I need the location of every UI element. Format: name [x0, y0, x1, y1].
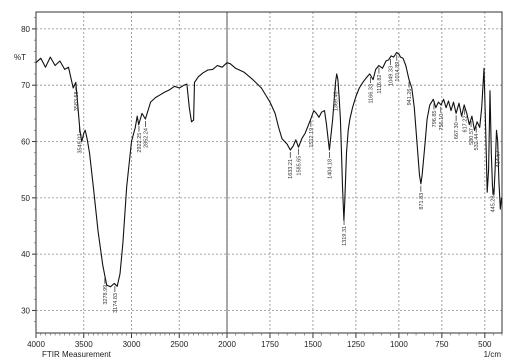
peak-label: 1116.82 — [377, 75, 383, 94]
series-layer — [35, 51, 503, 288]
peak-annotation: 1633.21 — [288, 151, 294, 179]
peak-label: 445.28 — [491, 196, 497, 213]
peak-label: 3174.83 — [113, 293, 119, 313]
peak-annotation: 941.26 — [407, 81, 413, 106]
peak-label: 3583.58 — [74, 91, 80, 111]
x-tick-label: 1250 — [347, 340, 365, 349]
x-tick-label: 750 — [435, 340, 449, 349]
chart-footer-label: FTIR Measurement — [42, 350, 112, 359]
peak-annotation: 1116.82 — [377, 67, 383, 94]
peak-annotation: 445.28 — [491, 188, 497, 213]
peak-annotation: 1369.46 — [333, 84, 339, 111]
peak-label: 3549.02 — [77, 134, 83, 154]
peak-label: 667.30 — [454, 122, 460, 139]
peak-annotation: 2922.25 — [137, 125, 143, 153]
grid-layer — [36, 12, 502, 333]
peak-annotation: 1512.19 — [309, 120, 315, 148]
spectrum-line — [35, 51, 503, 288]
peak-label: 1166.33 — [368, 84, 374, 103]
peak-label: 756.10 — [439, 114, 445, 131]
x-axis-unit-label: 1/cm — [484, 350, 502, 359]
x-tick-label: 1000 — [390, 340, 408, 349]
peak-label: 796.85 — [432, 111, 438, 128]
tick-layer: 4000 3500 3000 2500 2000 1750 1500 1250 1000 750 5… — [21, 17, 503, 349]
peak-annotation: 3549.02 — [77, 126, 83, 154]
peak-annotation: 1319.31 — [342, 218, 348, 246]
peak-label: 580.57 — [469, 128, 475, 145]
x-tick-label: 3500 — [75, 340, 93, 349]
peak-annotation: 414.57 — [496, 143, 502, 168]
x-tick-label: 1500 — [304, 340, 322, 349]
y-tick-label: 40 — [21, 250, 30, 259]
x-tick-label: 4000 — [27, 340, 45, 349]
peak-annotation: 580.57 — [469, 121, 475, 145]
peak-label: 414.57 — [496, 151, 502, 168]
annotation-layer: 3583.58 3549.02 3278.99 3174.83 2922.25 2852.… — [74, 54, 502, 313]
peak-annotation: 3278.99 — [103, 277, 109, 305]
peak-annotation: 2852.24 — [143, 121, 149, 148]
y-tick-label: 70 — [21, 81, 30, 90]
peak-annotation: 667.30 — [454, 115, 460, 139]
y-tick-label: 30 — [21, 306, 30, 315]
x-tick-label: 3000 — [123, 340, 141, 349]
y-tick-label: 60 — [21, 138, 30, 147]
peak-annotation: 1014.89 — [395, 54, 401, 82]
peak-annotation: 1585.65 — [296, 148, 302, 176]
peak-annotation: 3583.58 — [74, 84, 80, 111]
x-tick-label: 2000 — [218, 340, 236, 349]
peak-annotation: 3174.83 — [113, 286, 119, 313]
y-tick-label: 50 — [21, 194, 30, 203]
x-tick-label: 500 — [478, 340, 492, 349]
peak-label: 1049.33 — [388, 66, 394, 86]
y-tick-label: 80 — [21, 25, 30, 34]
peak-label: 1319.31 — [342, 226, 348, 246]
peak-annotation: 1404.18 — [327, 151, 333, 179]
peak-annotation: 796.85 — [432, 103, 438, 128]
peak-label: 617.22 — [463, 116, 469, 133]
peak-label: 2852.24 — [143, 128, 149, 148]
peak-annotation: 1049.33 — [388, 58, 394, 86]
peak-label: 1369.46 — [333, 91, 339, 111]
peak-annotation: 1166.33 — [368, 77, 374, 104]
peak-label: 3278.99 — [103, 285, 109, 305]
peak-label: 1014.89 — [395, 62, 401, 82]
plot-frame — [35, 11, 503, 334]
peak-annotation: 871.83 — [419, 185, 425, 210]
x-tick-label: 1750 — [261, 340, 279, 349]
peak-label: 1633.21 — [288, 159, 294, 179]
peak-label: 1585.65 — [296, 156, 302, 176]
x-tick-label: 2500 — [170, 340, 188, 349]
plot-border — [35, 11, 503, 334]
peak-annotation: 532.44 — [474, 126, 480, 151]
peak-label: 1404.18 — [327, 159, 333, 179]
peak-label: 532.44 — [474, 134, 480, 151]
peak-label: 1512.19 — [309, 128, 315, 148]
peak-label: 871.83 — [419, 193, 425, 210]
y-axis-label: %T — [14, 53, 26, 62]
peak-annotation: 756.10 — [439, 106, 445, 131]
peak-label: 2922.25 — [137, 133, 143, 153]
peak-annotation: 617.22 — [463, 108, 469, 133]
peak-label: 941.26 — [407, 89, 413, 106]
